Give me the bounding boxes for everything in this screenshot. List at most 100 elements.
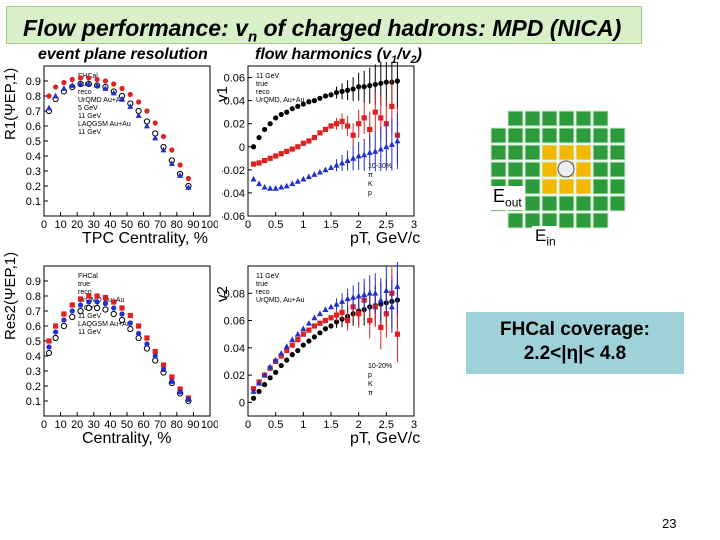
data-point-v2-s2 [328, 303, 334, 310]
x-tick-label: 3 [411, 219, 417, 231]
legend-entry: reco [256, 289, 270, 296]
data-point-v1-s2 [333, 162, 340, 168]
data-point-res2-s1 [143, 345, 151, 352]
y-tick-label: 0.4 [26, 151, 41, 163]
data-point-v1-s0 [311, 98, 317, 104]
outer-module [609, 127, 626, 144]
data-point-res1-s2 [119, 95, 126, 102]
data-point-v1-s0 [295, 103, 301, 109]
data-point-res1-s2 [85, 80, 92, 87]
data-point-v2-s0 [295, 347, 301, 354]
y-tick-label: 0.6 [26, 121, 41, 133]
data-point-res2-s2 [94, 299, 100, 305]
data-point-v1-s2 [267, 185, 274, 191]
x-axis-label: pT, GeV/c [350, 430, 421, 447]
legend-entry: reco [78, 289, 92, 296]
outer-module [524, 144, 541, 161]
data-point-res2-s0 [61, 311, 67, 317]
data-point-v2-s0 [278, 362, 284, 369]
data-point-v2-s0 [317, 330, 323, 336]
outer-module [592, 110, 609, 127]
x-tick-label: 60 [137, 419, 149, 431]
data-point-v1-s0 [350, 86, 356, 92]
y-axis-label: v2 [214, 286, 231, 302]
data-point-v1-s1 [306, 138, 312, 144]
data-point-v2-s1 [333, 312, 340, 318]
y-tick-label: 0.9 [26, 276, 41, 288]
data-point-v1-s0 [345, 87, 351, 93]
data-point-res2-s0 [160, 362, 167, 368]
legend-entry: 11 GeV [256, 273, 280, 280]
data-point-res2-s2 [53, 329, 59, 335]
y-tick-label: 0.3 [26, 166, 41, 178]
data-point-v2-s2 [388, 303, 395, 310]
x-tick-label: 100 [201, 219, 218, 231]
data-point-res1-s2 [69, 82, 76, 88]
legend-entry: K [368, 381, 373, 388]
data-point-res2-s2 [160, 366, 167, 373]
data-point-res1-s0 [144, 108, 150, 114]
data-point-v1-s2 [289, 180, 296, 187]
x-tick-label: 20 [71, 419, 83, 431]
y-tick-label: 0.04 [224, 343, 245, 355]
data-point-res1-s2 [110, 89, 117, 96]
data-point-res2-s2 [46, 344, 52, 350]
data-point-res2-s2 [69, 308, 75, 314]
data-point-v2-s2 [294, 330, 301, 337]
y-tick-label: 0.4 [26, 351, 41, 363]
outer-module [558, 212, 575, 229]
x-tick-label: 80 [171, 219, 183, 231]
data-point-res1-s0 [169, 147, 175, 153]
data-point-v1-s2 [383, 143, 390, 150]
data-point-v1-s2 [250, 175, 257, 182]
y-tick-label: 0.3 [26, 366, 41, 378]
data-point-v1-s2 [372, 148, 379, 154]
data-point-res1-s2 [45, 104, 52, 111]
outer-module [575, 110, 592, 127]
legend-entry: p [368, 190, 372, 197]
data-point-res2-s1 [102, 306, 109, 313]
data-point-v1-s1 [322, 126, 329, 133]
data-point-v1-s0 [322, 93, 329, 99]
data-point-res2-s0 [127, 312, 133, 319]
legend-entry: 11 GeV [78, 129, 102, 136]
outer-module [524, 178, 541, 195]
x-tick-label: 0 [41, 219, 47, 231]
x-tick-label: 0 [245, 419, 251, 431]
data-point-res2-s2 [177, 389, 183, 395]
data-point-res1-s0 [136, 99, 142, 105]
y-tick-label: 0.7 [26, 306, 41, 318]
data-point-res2-s2 [102, 300, 109, 307]
chart-svg-res1: 0 10 20 30 40 50 60 70 80 90 100 0.1 0.2 0.3 0.4 0.5 0.6… [26, 65, 218, 231]
x-axis-label: Centrality, % [82, 430, 172, 447]
x-tick-label: 2.5 [379, 419, 394, 431]
data-point-v1-s1 [317, 130, 323, 136]
inner-module [541, 144, 558, 161]
data-point-res2-s1 [45, 349, 53, 357]
legend-entry: π [368, 172, 373, 179]
data-point-v1-s2 [272, 185, 279, 191]
data-point-v1-s2 [261, 183, 268, 190]
data-point-res2-s0 [46, 338, 52, 344]
data-point-v2-s1 [328, 315, 334, 321]
plot-frame [247, 265, 415, 417]
x-tick-label: 0 [41, 419, 47, 431]
legend-entry: reco [256, 89, 270, 96]
data-point-v2-s2 [311, 314, 318, 321]
data-point-v1-s1 [339, 118, 345, 124]
data-point-v1-s2 [316, 168, 323, 175]
data-point-res2-s1 [52, 334, 59, 342]
inner-module [541, 161, 558, 178]
data-point-v2-s2 [267, 363, 274, 370]
data-point-res1-s0 [61, 79, 67, 86]
page-number: 23 [662, 516, 677, 531]
x-axis-label: pT, GeV/c [350, 230, 421, 247]
data-point-v1-s2 [355, 152, 362, 159]
data-point-res2-s2 [185, 396, 192, 403]
data-point-res2-s1 [127, 325, 134, 333]
outer-module [609, 178, 626, 195]
chart-svg-v2: 0 0.5 1 1.5 2 2.5 3 0 0.02 0.04 0.06 0.08 11 GeVtrue… [224, 262, 417, 431]
data-point-res2-s0 [53, 323, 59, 329]
data-point-v1-s0 [289, 106, 295, 112]
data-point-v1-s0 [378, 80, 384, 86]
